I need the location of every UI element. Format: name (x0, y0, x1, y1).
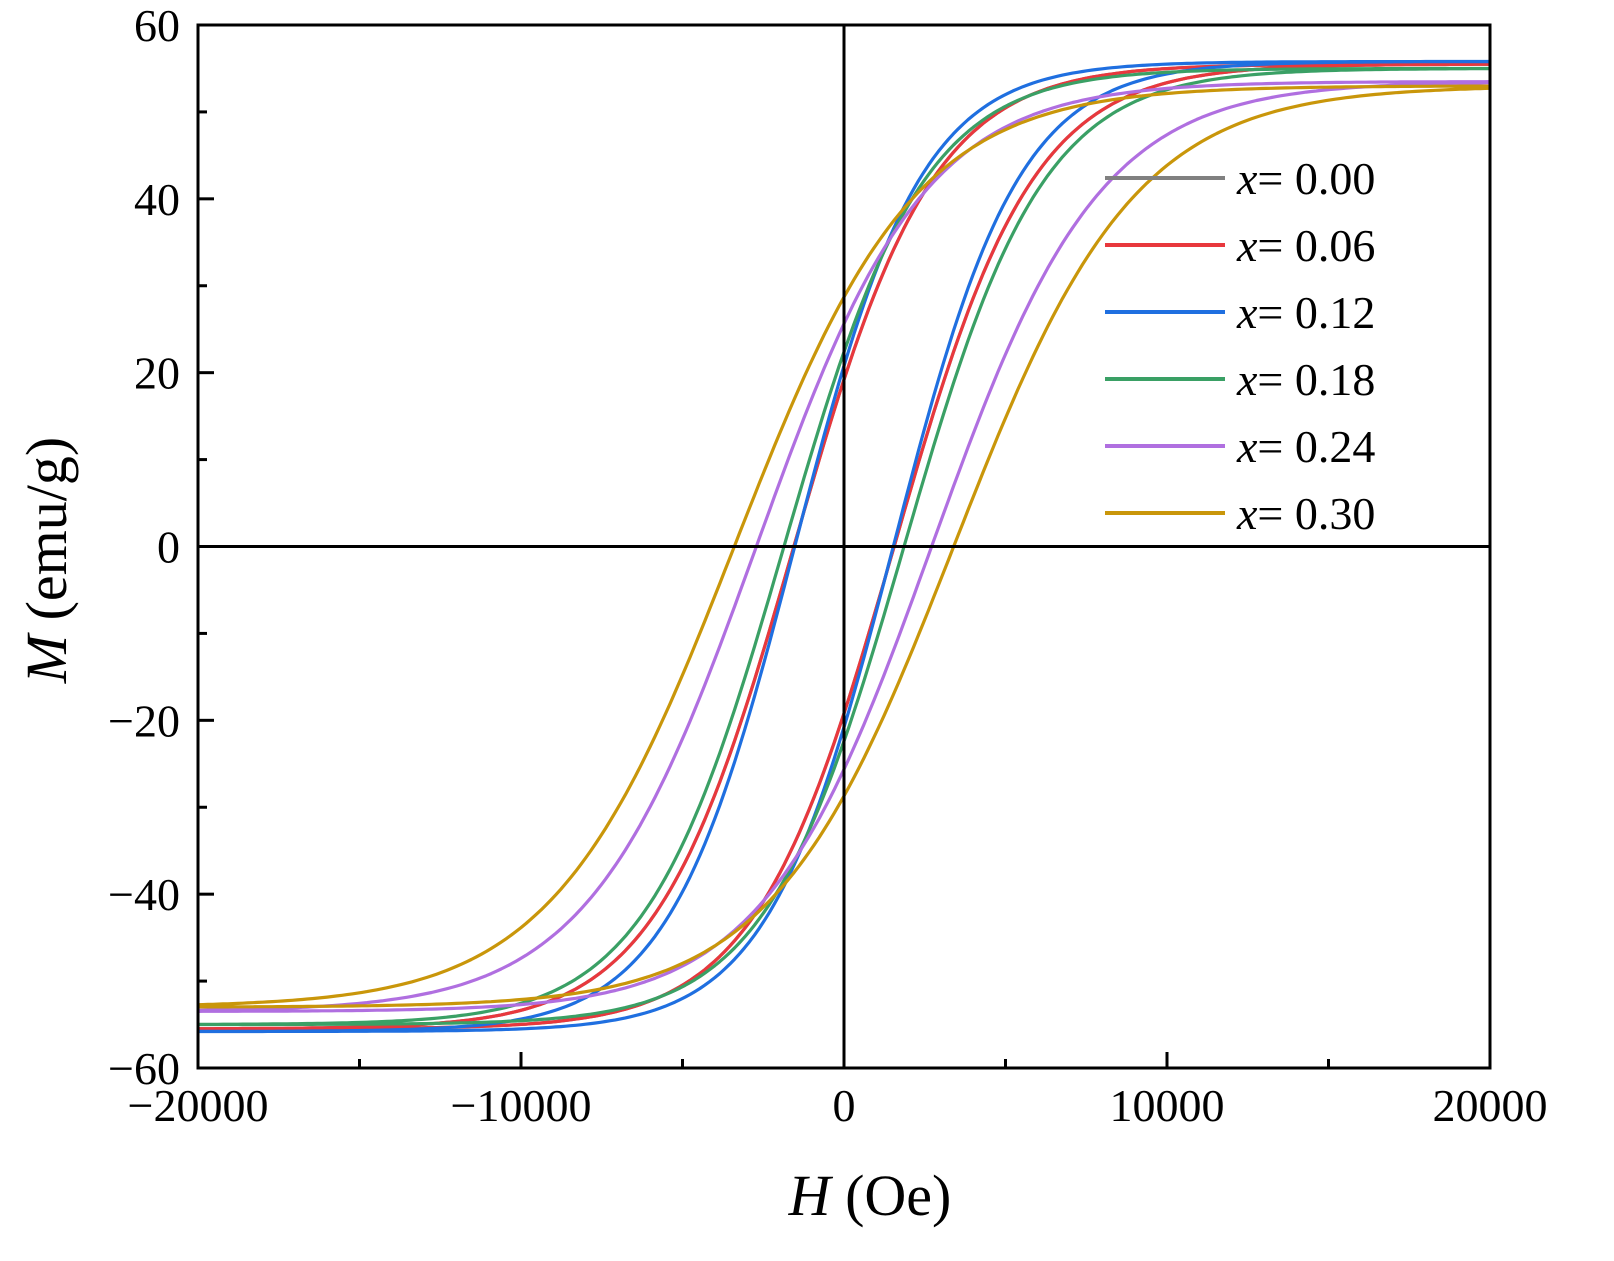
x-axis-title: H (Oe) (788, 1163, 952, 1228)
y-tick-label: −60 (108, 1043, 180, 1094)
x-tick-label: −20000 (128, 1080, 269, 1131)
axis-ticks (196, 23, 1492, 1070)
curves-layer (198, 59, 1490, 1034)
y-tick-label: 40 (134, 174, 180, 225)
series-line-5 (198, 84, 1490, 1009)
y-tick-label: 0 (157, 522, 180, 573)
y-axis-symbol: M (14, 632, 79, 684)
y-tick-label: 60 (134, 0, 180, 51)
x-tick-labels: −20000 −10000 0 10000 20000 (128, 1080, 1548, 1131)
legend-label: x= 0.06 (1236, 220, 1375, 271)
legend-label: x= 0.24 (1236, 421, 1375, 472)
y-tick-labels: −60 −40 −20 0 20 40 60 (108, 0, 180, 1094)
y-axis-unit: (emu/g) (14, 437, 79, 635)
y-axis-title: M (emu/g) (14, 437, 79, 684)
legend-label: x= 0.00 (1236, 153, 1375, 204)
y-tick-label: −40 (108, 869, 180, 920)
series-line-4 (198, 80, 1490, 1013)
x-axis-unit: (Oe) (831, 1163, 952, 1228)
legend-label: x= 0.18 (1236, 354, 1375, 405)
y-tick-label: −20 (108, 695, 180, 746)
series-line-3 (198, 66, 1490, 1027)
x-tick-label: 20000 (1433, 1080, 1548, 1131)
x-tick-label: 0 (833, 1080, 856, 1131)
x-tick-label: 10000 (1110, 1080, 1225, 1131)
y-tick-label: 20 (134, 348, 180, 399)
x-tick-label: −10000 (451, 1080, 592, 1131)
legend-label: x= 0.30 (1236, 488, 1375, 539)
series-line-2 (198, 59, 1490, 1034)
zero-lines (198, 25, 1490, 1068)
legend: x= 0.00 x= 0.06 x= 0.12 x= 0.18 x= 0.24 x= 0.… (1105, 153, 1375, 539)
legend-label: x= 0.12 (1236, 287, 1375, 338)
x-axis-symbol: H (788, 1163, 834, 1228)
